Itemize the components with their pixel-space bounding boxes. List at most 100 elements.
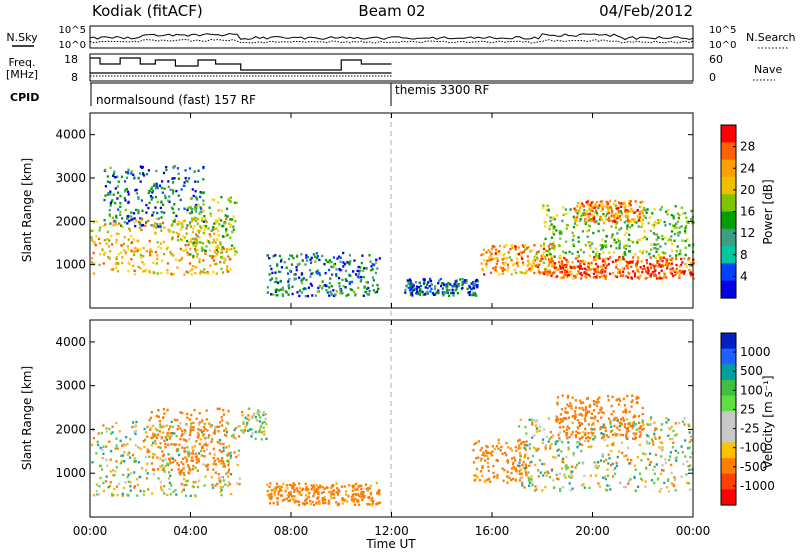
heatmap-cell (602, 411, 605, 415)
heatmap-cell (637, 430, 640, 433)
heatmap-cell (176, 419, 179, 422)
heatmap-cell (494, 265, 497, 269)
heatmap-cell (592, 258, 595, 262)
heatmap-cell (296, 489, 299, 492)
heatmap-cell (341, 278, 344, 282)
heatmap-cell (519, 476, 522, 480)
heatmap-cell (445, 291, 448, 294)
heatmap-cell (349, 288, 352, 291)
heatmap-cell (619, 274, 622, 278)
heatmap-cell (199, 272, 202, 275)
heatmap-cell (235, 251, 238, 254)
heatmap-cell (675, 267, 678, 271)
heatmap-cell (197, 452, 200, 455)
heatmap-cell (633, 211, 636, 214)
heatmap-cell (145, 477, 149, 480)
heatmap-cell (537, 475, 540, 478)
heatmap-cell (583, 439, 587, 443)
heatmap-cell (404, 288, 407, 292)
heatmap-cell (325, 284, 328, 288)
heatmap-cell (295, 266, 298, 269)
heatmap-cell (626, 458, 629, 461)
heatmap-cell (516, 464, 519, 467)
heatmap-cell (323, 498, 327, 501)
heatmap-cell (193, 408, 196, 412)
heatmap-cell (505, 244, 508, 247)
heatmap-cell (646, 266, 649, 269)
heatmap-cell (95, 220, 98, 223)
heatmap-cell (240, 429, 243, 432)
heatmap-cell (132, 264, 135, 268)
heatmap-cell (594, 464, 597, 468)
heatmap-cell (134, 444, 137, 447)
velocity-colorbar-frame (720, 332, 737, 506)
heatmap-cell (588, 405, 591, 408)
heatmap-cell (634, 436, 637, 440)
heatmap-cell (237, 425, 240, 428)
heatmap-cell (216, 201, 220, 204)
heatmap-cell (670, 425, 673, 428)
heatmap-cell (560, 232, 563, 235)
heatmap-cell (191, 217, 194, 220)
noise-tick-right-bottom: 10^0 (709, 40, 736, 51)
heatmap-cell (527, 245, 530, 249)
heatmap-cell (601, 476, 605, 479)
heatmap-cell (154, 195, 157, 199)
heatmap-cell (531, 421, 534, 424)
heatmap-cell (680, 225, 683, 228)
heatmap-cell (135, 219, 138, 222)
heatmap-cell (596, 274, 599, 278)
heatmap-cell (118, 482, 121, 486)
heatmap-cell (550, 442, 553, 446)
heatmap-cell (499, 244, 502, 248)
heatmap-cell (198, 236, 201, 239)
heatmap-cell (125, 171, 128, 174)
station-title: Kodiak (fitACF) (92, 2, 203, 20)
heatmap-cell (552, 233, 555, 236)
heatmap-cell (600, 436, 604, 439)
heatmap-cell (186, 211, 189, 214)
heatmap-cell (618, 428, 621, 432)
heatmap-cell (200, 454, 203, 457)
heatmap-cell (350, 499, 354, 502)
heatmap-cell (518, 479, 521, 482)
heatmap-cell (537, 469, 540, 472)
heatmap-cell (609, 199, 612, 203)
heatmap-cell (185, 483, 188, 487)
heatmap-cell (192, 485, 195, 489)
heatmap-cell (647, 435, 650, 438)
heatmap-cell (528, 447, 531, 450)
heatmap-cell (288, 499, 292, 502)
heatmap-cell (567, 273, 571, 277)
heatmap-cell (116, 447, 119, 450)
heatmap-cell (203, 484, 206, 487)
heatmap-cell (111, 425, 114, 428)
heatmap-cell (198, 229, 201, 233)
heatmap-cell (214, 484, 217, 487)
heatmap-cell (185, 248, 188, 251)
heatmap-cell (668, 223, 672, 226)
heatmap-cell (594, 247, 597, 250)
heatmap-cell (171, 192, 175, 195)
heatmap-cell (636, 456, 639, 459)
heatmap-cell (635, 397, 638, 400)
heatmap-cell (161, 489, 164, 492)
heatmap-cell (605, 434, 609, 437)
heatmap-cell (335, 290, 338, 293)
heatmap-cell (483, 273, 486, 276)
heatmap-cell (617, 206, 620, 210)
heatmap-cell (620, 227, 623, 230)
heatmap-cell (205, 442, 208, 445)
heatmap-cell (208, 206, 211, 209)
heatmap-cell (169, 432, 172, 435)
heatmap-cell (124, 188, 127, 192)
heatmap-cell (614, 467, 617, 470)
heatmap-cell (583, 212, 586, 215)
heatmap-cell (117, 191, 120, 194)
heatmap-cell (600, 248, 603, 251)
heatmap-cell (131, 453, 135, 457)
heatmap-cell (604, 277, 607, 280)
heatmap-cell (672, 217, 675, 220)
heatmap-cell (565, 212, 568, 215)
heatmap-cell (609, 420, 612, 423)
